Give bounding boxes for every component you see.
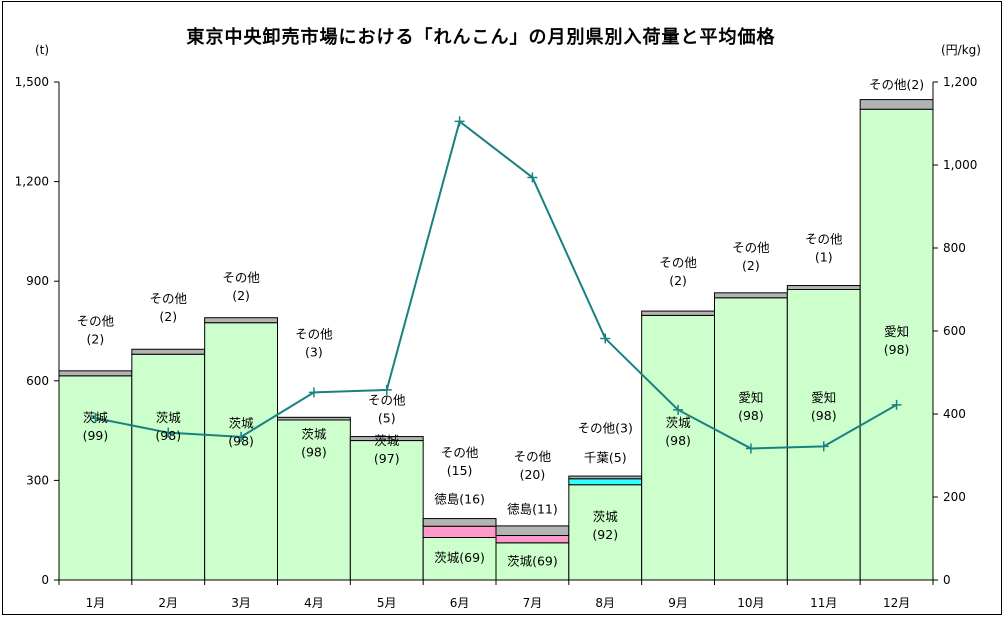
price-point <box>236 431 247 442</box>
bar-other-10 <box>714 292 788 299</box>
bar-other-9 <box>641 310 716 316</box>
bar-main-9 <box>641 314 716 581</box>
bar-other-4 <box>277 416 351 421</box>
x-tick-label: 12月 <box>883 596 910 610</box>
other-label-4: その他(3) <box>295 327 333 360</box>
other-label-9: その他(2) <box>659 255 697 288</box>
left-tick-label: 1,200 <box>15 175 49 189</box>
price-point <box>163 427 174 438</box>
price-point <box>600 333 611 344</box>
price-point <box>381 384 392 395</box>
other-label-3: その他(2) <box>222 270 260 303</box>
main-label-7: 茨城(69) <box>507 553 558 568</box>
bar-other-6 <box>422 518 497 527</box>
price-point <box>891 399 902 410</box>
other-label-11: その他(1) <box>805 232 843 265</box>
axes-layer: 0 300 600 900 1,200 1,500 0 200 400 600 800 1,000 1,… <box>15 75 978 610</box>
bar-main-3 <box>204 322 279 581</box>
left-tick-label: 900 <box>26 274 49 288</box>
right-tick-label: 600 <box>943 324 966 338</box>
bars-layer <box>58 99 934 581</box>
labels-layer: 茨城(99) その他(2) 茨城(98) その他(2) 茨城(98) その他(2) 茨城(9… <box>77 77 925 568</box>
bar-other-3 <box>204 317 279 324</box>
left-tick-label: 300 <box>26 473 49 487</box>
x-tick-label: 5月 <box>377 596 397 610</box>
x-tick-label: 3月 <box>231 596 251 610</box>
right-axis-unit: (円/kg) <box>941 43 981 57</box>
extra-label-6: 徳島(16) <box>434 491 485 506</box>
extra-label-7: 徳島(11) <box>507 502 558 517</box>
price-point <box>745 443 756 454</box>
x-tick-label: 2月 <box>158 596 178 610</box>
other-label-5: その他(5) <box>368 393 406 426</box>
main-label-3: 茨城(98) <box>228 415 254 448</box>
bar-main-1 <box>58 375 133 581</box>
bar-main-10 <box>714 297 788 581</box>
other-label-2: その他(2) <box>149 291 187 324</box>
bar-other-8 <box>568 475 643 480</box>
right-tick-label: 800 <box>943 241 966 255</box>
bar-other-7 <box>495 525 570 537</box>
chart-svg: 東京中央卸売市場における「れんこん」の月別県別入荷量と平均価格 (t) (円/k… <box>15 26 981 610</box>
right-tick-label: 400 <box>943 407 966 421</box>
right-tick-label: 1,200 <box>943 75 977 89</box>
other-label-10: その他(2) <box>732 240 770 273</box>
bar-other-12 <box>859 99 934 110</box>
other-label-12: その他(2) <box>869 77 924 92</box>
left-axis-unit: (t) <box>35 43 49 57</box>
main-label-2: 茨城(98) <box>155 410 181 443</box>
main-label-9: 茨城(98) <box>665 415 691 448</box>
bar-other-1 <box>58 370 133 377</box>
bar-other-5 <box>349 436 424 442</box>
price-point <box>673 404 684 415</box>
right-tick-label: 0 <box>943 573 951 587</box>
bar-main-12 <box>859 108 934 581</box>
main-label-5: 茨城(97) <box>374 433 400 466</box>
bar-main-4 <box>277 419 351 581</box>
price-point <box>90 413 101 424</box>
price-point <box>308 387 319 398</box>
x-tick-label: 10月 <box>737 596 764 610</box>
main-label-6: 茨城(69) <box>434 550 485 565</box>
bar-second-7 <box>495 535 570 544</box>
main-label-8: 茨城(92) <box>592 509 618 542</box>
price-point <box>818 441 829 452</box>
price-line <box>95 119 898 450</box>
bar-third-8 <box>568 478 643 486</box>
chart-title: 東京中央卸売市場における「れんこん」の月別県別入荷量と平均価格 <box>187 26 776 48</box>
other-label-1: その他(2) <box>77 313 115 346</box>
left-tick-label: 1,500 <box>15 75 49 89</box>
right-tick-label: 1,000 <box>943 158 977 172</box>
other-label-8: その他(3) <box>578 420 633 435</box>
right-tick-label: 200 <box>943 490 966 504</box>
x-tick-label: 1月 <box>86 596 106 610</box>
main-label-11: 愛知(98) <box>811 390 837 423</box>
left-tick-label: 0 <box>41 573 49 587</box>
x-tick-label: 4月 <box>304 596 324 610</box>
bar-main-5 <box>349 440 424 581</box>
bar-main-11 <box>786 289 861 581</box>
bar-main-2 <box>131 353 206 581</box>
price-line-layer <box>90 116 902 454</box>
x-tick-label: 9月 <box>668 596 688 610</box>
price-point <box>527 172 538 183</box>
x-tick-label: 7月 <box>523 596 543 610</box>
other-label-7: その他(20) <box>514 449 552 482</box>
main-label-12: 愛知(98) <box>884 324 910 357</box>
x-tick-label: 8月 <box>595 596 615 610</box>
other-label-6: その他(15) <box>441 445 479 478</box>
price-point <box>454 116 465 127</box>
extra-label-8: 千葉(5) <box>584 450 627 465</box>
left-tick-label: 600 <box>26 374 49 388</box>
main-label-1: 茨城(99) <box>83 410 109 443</box>
bar-other-11 <box>786 285 861 290</box>
bar-second-6 <box>422 525 497 539</box>
x-tick-label: 6月 <box>450 596 470 610</box>
main-label-4: 茨城(98) <box>301 427 327 460</box>
main-label-10: 愛知(98) <box>738 390 764 423</box>
x-tick-label: 11月 <box>810 596 837 610</box>
bar-other-2 <box>131 348 206 355</box>
